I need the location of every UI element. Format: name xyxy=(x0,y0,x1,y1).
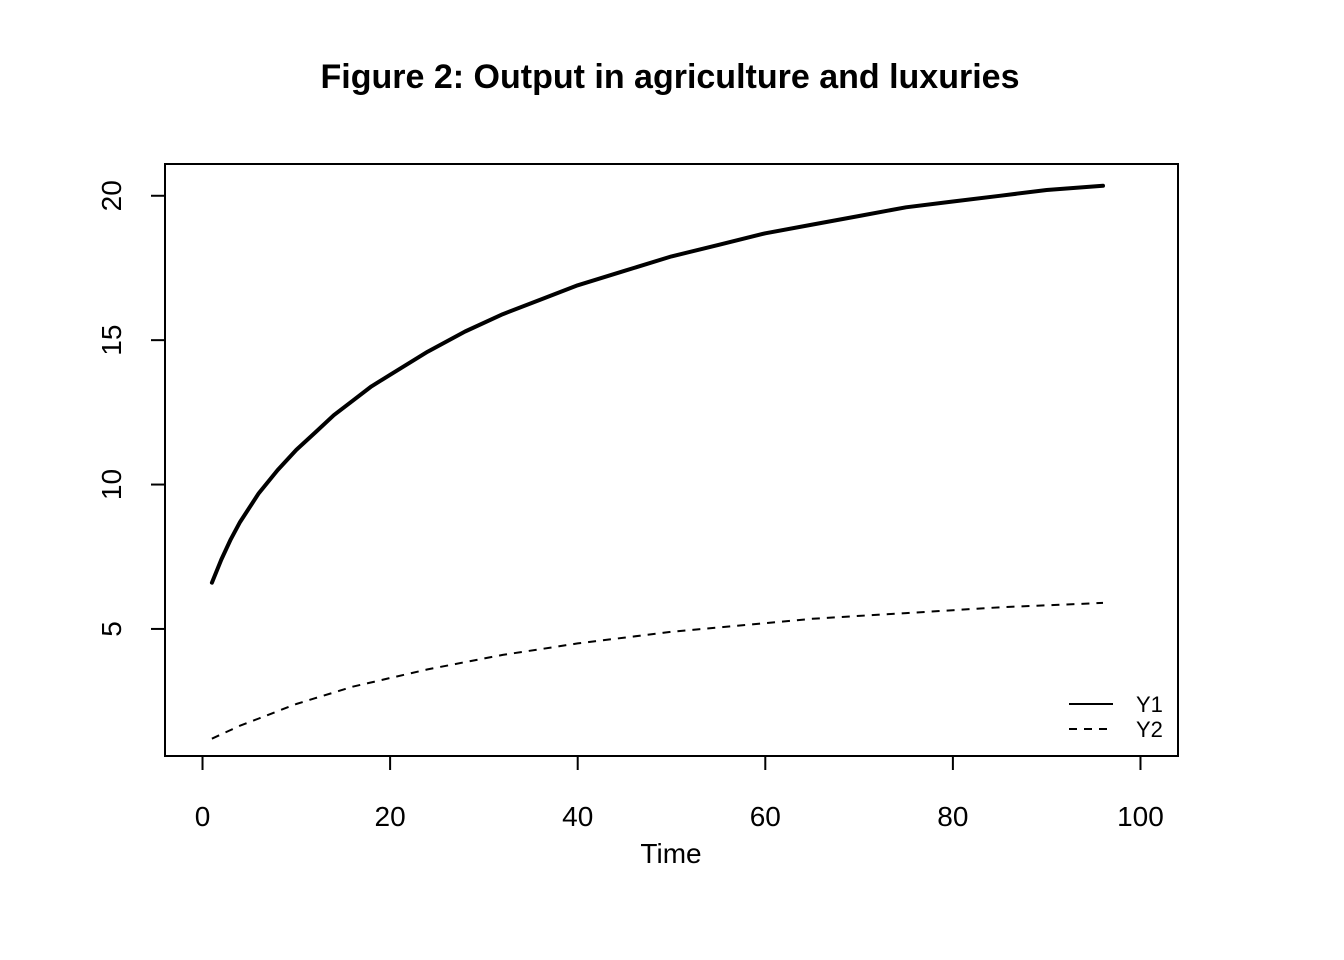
chart-title: Figure 2: Output in agriculture and luxu… xyxy=(321,58,1020,96)
series-line-y1 xyxy=(209,183,1105,585)
legend-label-y2: Y2 xyxy=(1136,717,1163,742)
legend-label-y1: Y1 xyxy=(1136,692,1163,717)
y-axis: 5 10 15 20 xyxy=(96,180,166,637)
x-tick-label: 80 xyxy=(937,801,968,832)
x-tick-label: 100 xyxy=(1117,801,1164,832)
y-tick-label: 15 xyxy=(96,325,127,356)
y-tick-label: 5 xyxy=(96,621,127,637)
x-tick-label: 40 xyxy=(562,801,593,832)
x-tick-label: 20 xyxy=(375,801,406,832)
y-tick-label: 20 xyxy=(96,180,127,211)
x-axis: 0 20 40 60 80 100 xyxy=(195,755,1164,832)
plot-frame xyxy=(164,163,1179,757)
x-tick-label: 0 xyxy=(195,801,211,832)
x-axis-label: Time xyxy=(640,838,701,869)
series-layer xyxy=(209,183,1105,740)
y-tick-label: 10 xyxy=(96,469,127,500)
series-line-y2 xyxy=(211,601,1104,740)
x-tick-label: 60 xyxy=(750,801,781,832)
